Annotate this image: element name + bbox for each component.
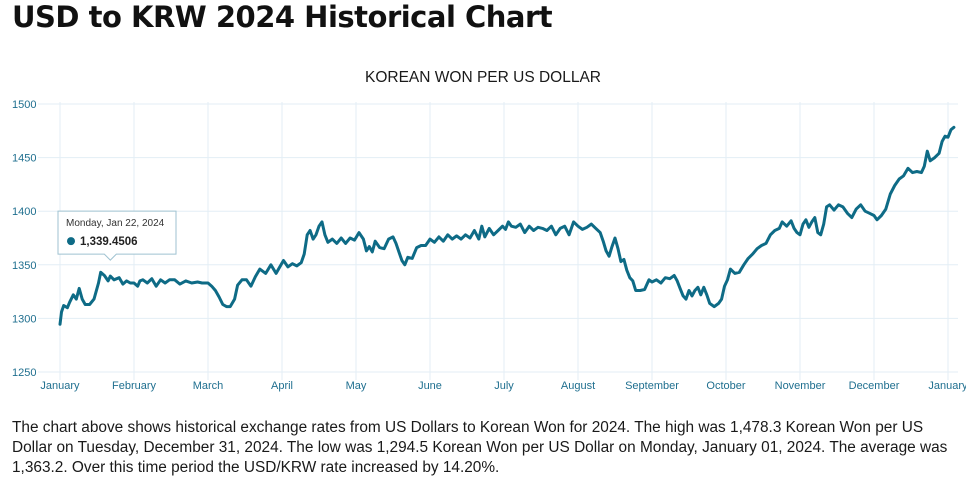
x-tick-label: November	[775, 380, 826, 392]
y-tick-label: 1250	[12, 367, 36, 379]
exchange-rate-chart: KOREAN WON PER US DOLLAR 1250 1300 1350 140…	[0, 55, 966, 400]
x-tick-label: October	[706, 380, 745, 392]
y-axis-ticks: 1250 1300 1350 1400 1450 1500	[12, 99, 36, 379]
series-line-usd-krw[interactable]	[58, 125, 956, 326]
tooltip-value: 1,339.4506	[80, 236, 138, 248]
tooltip-frame	[57, 210, 177, 261]
x-axis-ticks: January February March April May June July Augu…	[40, 380, 966, 392]
summary-text: The chart above shows historical exchang…	[12, 419, 948, 476]
x-tick-label: August	[561, 380, 595, 392]
gridlines	[38, 102, 958, 380]
y-tick-label: 1450	[12, 153, 36, 165]
x-tick-label: January	[928, 380, 966, 392]
x-tick-label: May	[346, 380, 367, 392]
chart-title: KOREAN WON PER US DOLLAR	[365, 69, 601, 86]
y-tick-label: 1500	[12, 99, 36, 111]
x-tick-label: April	[271, 380, 293, 392]
tooltip-box: Monday, Jan 22, 2024 1,339.4506	[57, 210, 177, 261]
tooltip-date: Monday, Jan 22, 2024	[66, 218, 165, 229]
y-tick-label: 1350	[12, 260, 36, 272]
x-tick-label: June	[418, 380, 442, 392]
x-tick-label: July	[494, 380, 514, 392]
x-tick-label: December	[849, 380, 900, 392]
x-tick-label: September	[625, 380, 679, 392]
tooltip: Monday, Jan 22, 2024 1,339.4506	[57, 210, 177, 261]
x-tick-label: March	[193, 380, 224, 392]
x-tick-label: January	[40, 380, 80, 392]
tooltip-series-dot	[67, 237, 75, 246]
y-tick-label: 1300	[12, 313, 36, 325]
chart-svg: KOREAN WON PER US DOLLAR 1250 1300 1350 140…	[12, 69, 966, 392]
y-tick-label: 1400	[12, 206, 36, 218]
page-title: USD to KRW 2024 Historical Chart	[12, 0, 553, 34]
x-tick-label: February	[112, 380, 157, 392]
